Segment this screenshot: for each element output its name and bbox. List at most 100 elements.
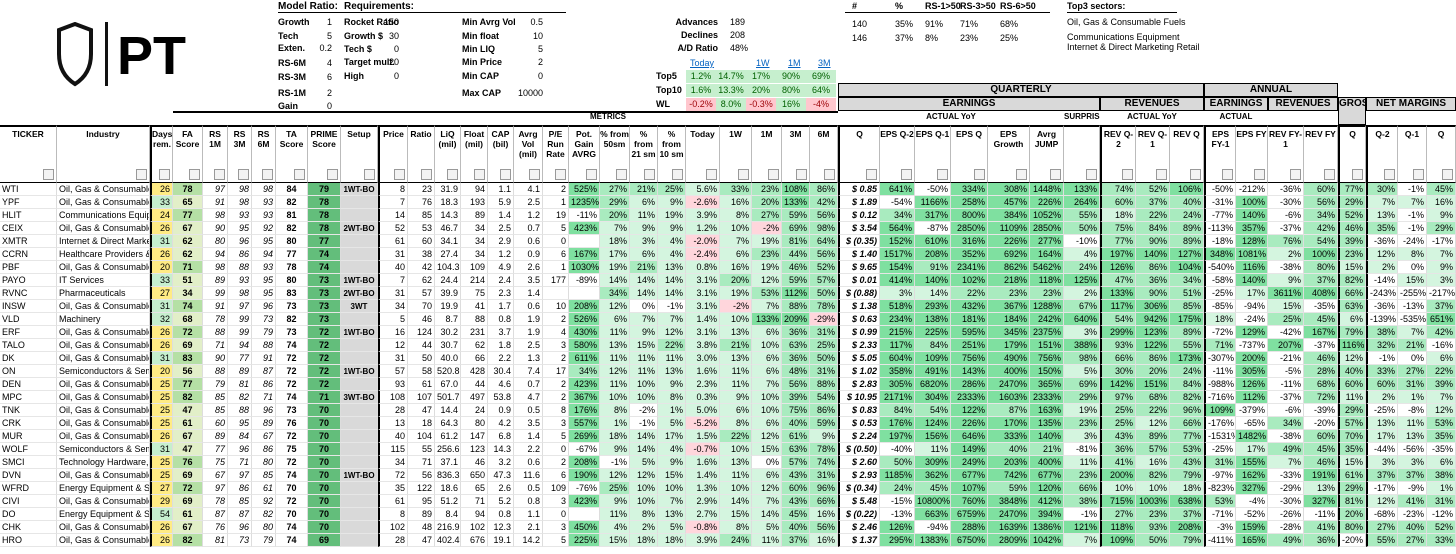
cell [341, 482, 378, 495]
cell: 63% [1338, 300, 1366, 313]
cell: 384% [988, 209, 1030, 222]
cell: 2.2 [514, 443, 543, 456]
cell: 12% [1427, 404, 1456, 417]
cell: 18% [1170, 482, 1204, 495]
param-value: 5 [537, 44, 543, 54]
perf-link: 3M [818, 58, 831, 68]
cell: $ 5.05 [838, 352, 880, 365]
cell: 19.1 [488, 534, 514, 547]
cell: -87% [915, 222, 951, 235]
cell: 45% [1427, 183, 1456, 196]
cell: 400% [988, 365, 1030, 378]
cell: 14% [658, 274, 686, 287]
cell: -4% [1236, 495, 1268, 508]
cell: 208% [569, 300, 600, 313]
column-header: RS 3M [228, 125, 252, 183]
cell: 215% [880, 326, 915, 339]
cell: 37% [782, 534, 810, 547]
cell: 197% [880, 430, 915, 443]
perf-cell: 14.7% [716, 70, 746, 83]
cell: 5.6% [686, 183, 720, 196]
cell: 88 [203, 326, 228, 339]
cell: 676 [461, 534, 488, 547]
column-header: REV FY [1304, 125, 1338, 183]
cell: DVN [0, 469, 57, 482]
rs-cell: 8% [925, 33, 939, 43]
cell: 13% [658, 365, 686, 378]
cell: 82 [276, 222, 308, 235]
param-label: Exten. [278, 43, 306, 53]
cell: 0.6 [514, 235, 543, 248]
cell: 9% [810, 430, 838, 443]
cell: 79 [252, 534, 276, 547]
cell: 83 [276, 287, 308, 300]
cell: 1.7 [488, 300, 514, 313]
cell: 432% [951, 300, 988, 313]
cell: 31 [150, 352, 173, 365]
cell: -1531% [1204, 430, 1236, 443]
cell: 11% [600, 326, 630, 339]
cell: 176% [569, 404, 600, 417]
cell: 7% [630, 313, 658, 326]
cell: 72 [276, 378, 308, 391]
cell: 52% [810, 261, 838, 274]
cell: 5% [658, 417, 686, 430]
cell: -2% [630, 404, 658, 417]
cell: $ 2.33 [838, 339, 880, 352]
cell: 121% [1064, 521, 1100, 534]
cell: 82 [252, 508, 276, 521]
perf-link: 1M [788, 58, 801, 68]
breadth-label: Declines [680, 30, 718, 40]
cell: 69 [308, 534, 341, 547]
cell: 147 [461, 430, 488, 443]
cell: Oil, Gas & Consumable Fuels [57, 534, 150, 547]
cell: 4% [600, 521, 630, 534]
cell: 12% [1136, 417, 1170, 430]
cell: IT Services [57, 274, 150, 287]
cell: -68% [1366, 508, 1398, 521]
cell: 60% [1100, 196, 1136, 209]
cell: 67.0 [435, 378, 461, 391]
cell: 7% [1398, 196, 1427, 209]
cell: 0.8 [488, 508, 514, 521]
cell: 3.2 [488, 456, 514, 469]
cell: -307% [1204, 352, 1236, 365]
cell: TNK [0, 404, 57, 417]
cell: 17% [658, 430, 686, 443]
cell [341, 417, 378, 430]
cell: $ 2.60 [838, 456, 880, 469]
cell: 67% [1064, 300, 1100, 313]
cell: 23% [752, 248, 782, 261]
cell: 42% [1427, 326, 1456, 339]
column-header: Today [686, 125, 720, 183]
cell: PBF [0, 261, 57, 274]
cell: 7.4 [514, 365, 543, 378]
cell: 40% [988, 443, 1030, 456]
cell: 70 [308, 456, 341, 469]
column-header: 1M [752, 125, 782, 183]
cell: 304% [915, 391, 951, 404]
cell: 11% [720, 469, 752, 482]
cell: -716% [1204, 391, 1236, 404]
cell: Oil, Gas & Consumable Fuels [57, 430, 150, 443]
cell: 5462% [1030, 261, 1064, 274]
cell: 51 [173, 274, 203, 287]
cell: 80 [276, 235, 308, 248]
cell: -139% [1366, 313, 1398, 326]
cell: 72 [308, 365, 341, 378]
cell: 24 [461, 404, 488, 417]
cell: 10% [720, 222, 752, 235]
cell: 1.6% [686, 365, 720, 378]
cell: 60% [1366, 378, 1398, 391]
cell: 638% [1170, 495, 1204, 508]
cell: 95 [252, 274, 276, 287]
perf-cell: -4% [806, 98, 836, 111]
cell: 102 [461, 521, 488, 534]
cell: 52% [1427, 521, 1456, 534]
cell: 46% [782, 261, 810, 274]
cell: 2333% [951, 391, 988, 404]
cell: -1% [1398, 222, 1427, 235]
cell: 200% [1100, 469, 1136, 482]
cell: 4.6 [488, 378, 514, 391]
